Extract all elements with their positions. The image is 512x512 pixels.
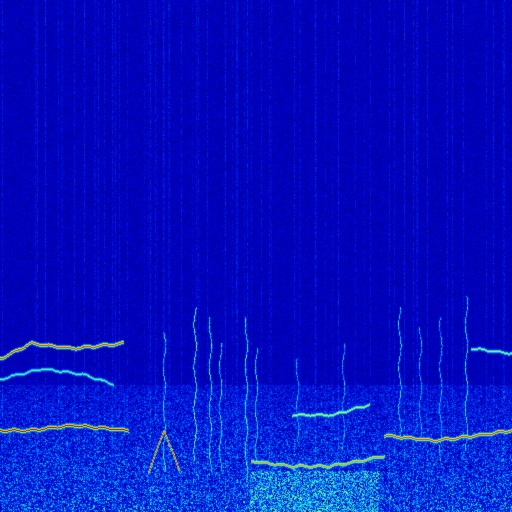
spectrogram-frame [0, 0, 512, 512]
spectrogram-image [0, 0, 512, 512]
